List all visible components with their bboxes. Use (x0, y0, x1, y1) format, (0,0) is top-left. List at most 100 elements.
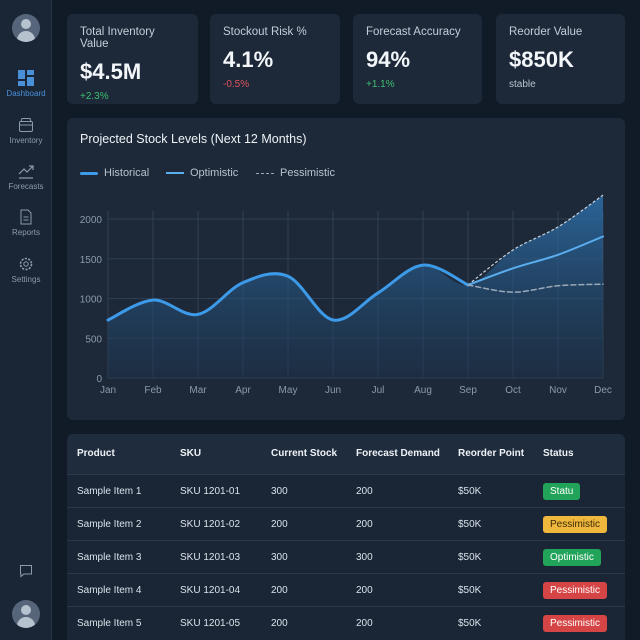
table-row[interactable]: Sample Item 5 SKU 1201-05 200 200 $50K Pessim… (67, 606, 625, 639)
cell-stock: 300 (271, 552, 288, 563)
user-avatar-icon[interactable] (12, 14, 40, 42)
status-badge: Optimistic (543, 549, 601, 566)
legend-swatch (256, 172, 274, 174)
chart-panel: Projected Stock Levels (Next 12 Months) … (67, 118, 625, 420)
series-line-optimistic (467, 235, 604, 286)
table-header: Product SKU Current Stock Forecast Demand Re… (67, 434, 625, 474)
y-tick-label: 500 (85, 334, 102, 345)
cell-sku: SKU 1201-04 (180, 585, 241, 596)
y-tick-label: 2000 (80, 215, 103, 226)
kpi-value: 4.1% (223, 47, 274, 72)
legend-label: Optimistic (190, 167, 239, 179)
x-tick-label: Dec (594, 385, 612, 396)
cell-stock: 200 (271, 519, 288, 530)
column-header[interactable]: Product (77, 448, 115, 459)
cell-product: Sample Item 2 (77, 519, 142, 530)
forecast-area (108, 195, 603, 378)
cell-demand: 200 (356, 486, 373, 497)
sidebar-item-reports[interactable]: Reports (0, 209, 52, 237)
y-tick-label: 1000 (80, 295, 103, 306)
sidebar-item-label: Inventory (9, 136, 43, 145)
cell-product: Sample Item 1 (77, 486, 142, 497)
cell-reorder: $50K (458, 519, 482, 530)
kpi-card: Total Inventory Value $4.5M +2.3% (67, 14, 198, 104)
kpi-card: Reorder Value $850K stable (496, 14, 625, 104)
legend-pessimistic[interactable]: Pessimistic (256, 167, 335, 179)
status-badge: Pessimistic (543, 615, 608, 632)
trend-chart-icon (18, 165, 34, 179)
table-row[interactable]: Sample Item 1 SKU 1201-01 300 200 $50K Statu (67, 474, 625, 507)
x-tick-label: Feb (144, 385, 162, 396)
column-header[interactable]: Current Stock (271, 448, 338, 459)
cell-product: Sample Item 5 (77, 618, 142, 629)
cell-sku: SKU 1201-02 (180, 519, 241, 530)
kpi-card: Stockout Risk % 4.1% -0.5% (210, 14, 340, 104)
cell-demand: 200 (356, 585, 373, 596)
cell-stock: 300 (271, 486, 288, 497)
column-header[interactable]: Reorder Point (458, 448, 525, 459)
column-header[interactable]: Status (543, 448, 574, 459)
chat-icon[interactable] (19, 564, 33, 578)
chart-plot: 0 500 1000 1500 2000 Jan Feb Mar Apr May Jun Jul Aug… (80, 194, 612, 396)
chart-title: Projected Stock Levels (Next 12 Months) (80, 132, 307, 146)
x-tick-label: May (279, 385, 298, 396)
legend-label: Historical (104, 167, 150, 179)
status-badge: Pessimistic (543, 516, 608, 533)
x-tick-label: Jul (372, 385, 385, 396)
column-header[interactable]: Forecast Demand (356, 448, 440, 459)
cell-sku: SKU 1201-05 (180, 618, 241, 629)
sidebar-item-dashboard[interactable]: Dashboard (0, 70, 52, 98)
status-badge: Pessimistic (543, 582, 608, 599)
sidebar-item-label: Settings (11, 275, 41, 284)
cell-reorder: $50K (458, 618, 482, 629)
cell-sku: SKU 1201-01 (180, 486, 241, 497)
cell-product: Sample Item 4 (77, 585, 142, 596)
table-row[interactable]: Sample Item 3 SKU 1201-03 300 300 $50K Optimi… (67, 540, 625, 573)
document-icon (20, 209, 32, 225)
table-row[interactable]: Sample Item 4 SKU 1201-04 200 200 $50K Pessim… (67, 573, 625, 606)
inventory-box-icon (19, 118, 33, 132)
sidebar-item-label: Forecasts (8, 182, 44, 191)
y-tick-label: 1500 (80, 255, 103, 266)
y-tick-label: 0 (96, 374, 102, 385)
cell-reorder: $50K (458, 552, 482, 563)
cell-stock: 200 (271, 585, 288, 596)
kpi-value: 94% (366, 47, 411, 72)
cell-reorder: $50K (458, 585, 482, 596)
band-upper-line (467, 194, 604, 286)
x-tick-label: Nov (549, 385, 567, 396)
kpi-title: Stockout Risk % (223, 26, 307, 38)
sidebar-item-label: Dashboard (6, 89, 46, 98)
kpi-value: $850K (509, 47, 574, 72)
legend-label: Pessimistic (280, 167, 336, 179)
x-tick-label: Aug (414, 385, 432, 396)
cell-demand: 300 (356, 552, 373, 563)
x-tick-label: Mar (189, 385, 207, 396)
kpi-title: Total Inventory Value (80, 26, 155, 50)
x-tick-label: Apr (235, 385, 251, 396)
x-tick-label: Jun (325, 385, 341, 396)
inventory-table: Product SKU Current Stock Forecast Demand Re… (67, 434, 625, 640)
cell-sku: SKU 1201-03 (180, 552, 241, 563)
sidebar-item-inventory[interactable]: Inventory (0, 117, 52, 145)
sidebar: Dashboard Inventory Forecasts Reports Se… (0, 0, 52, 640)
status-badge: Statu (543, 483, 581, 500)
kpi-value: $4.5M (80, 59, 142, 84)
sidebar-item-settings[interactable]: Settings (0, 256, 52, 284)
sidebar-item-forecasts[interactable]: Forecasts (0, 163, 52, 191)
x-tick-label: Jan (100, 385, 116, 396)
kpi-delta: stable (509, 79, 536, 90)
cell-demand: 200 (356, 618, 373, 629)
table-row[interactable]: Sample Item 2 SKU 1201-02 200 200 $50K Pessim… (67, 507, 625, 540)
legend-swatch (166, 172, 184, 174)
legend-historical[interactable]: Historical (80, 167, 149, 179)
cell-product: Sample Item 3 (77, 552, 142, 563)
kpi-delta: +2.3% (80, 91, 109, 102)
kpi-card: Forecast Accuracy 94% +1.1% (353, 14, 482, 104)
cell-stock: 200 (271, 618, 288, 629)
legend-optimistic[interactable]: Optimistic (166, 167, 238, 179)
user-avatar-icon[interactable] (12, 600, 40, 628)
kpi-title: Reorder Value (509, 26, 583, 38)
column-header[interactable]: SKU (180, 448, 202, 459)
x-tick-label: Sep (459, 385, 477, 396)
